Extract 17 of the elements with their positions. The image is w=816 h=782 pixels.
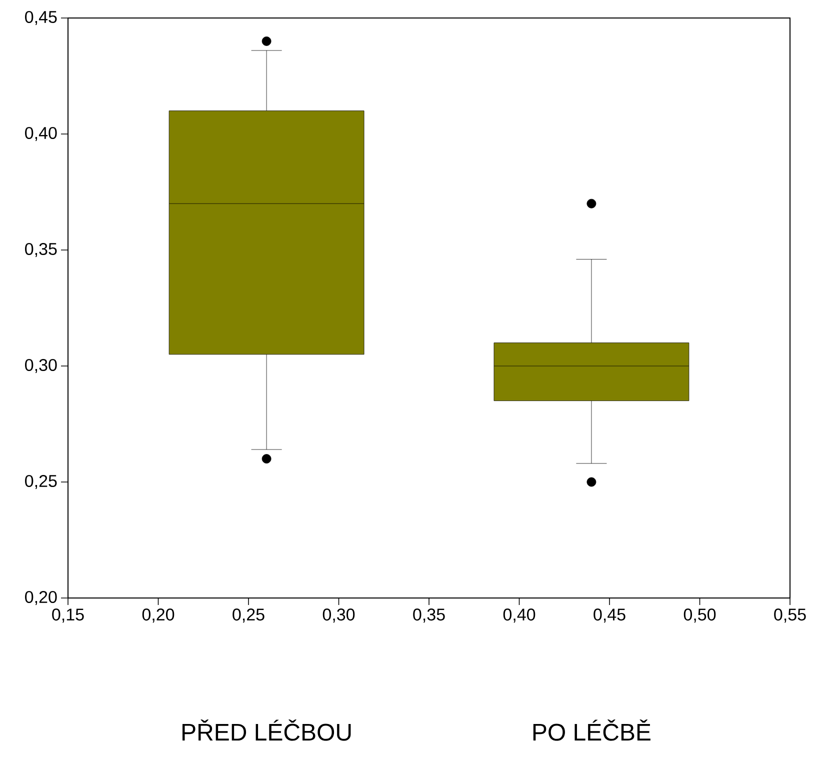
y-tick-label: 0,45 [25, 10, 57, 26]
y-tick-label: 0,25 [25, 474, 57, 490]
x-tick-label: PŘED LÉČBOU [182, 720, 351, 741]
y-tick-label: 0,40 [25, 126, 57, 142]
y-tick-label: 0,30 [25, 358, 57, 374]
x2-tick-label: 0,45 [594, 608, 626, 623]
x2-tick-label: 0,25 [232, 608, 264, 623]
x2-tick-label: 0,40 [503, 608, 536, 623]
x2-tick-label: 0,15 [52, 608, 84, 623]
x2-tick-label: 0,20 [142, 608, 174, 623]
x2-tick-label: 0,35 [413, 608, 445, 623]
x-tick-label: PO LÉČBĚ [533, 720, 650, 741]
y-tick-label: 0,35 [25, 242, 57, 258]
y-tick-label: 0,20 [25, 590, 57, 606]
x2-tick-label: 0,30 [322, 608, 355, 623]
x2-tick-label: 0,55 [774, 608, 806, 623]
x2-tick-label: 0,50 [684, 608, 716, 623]
